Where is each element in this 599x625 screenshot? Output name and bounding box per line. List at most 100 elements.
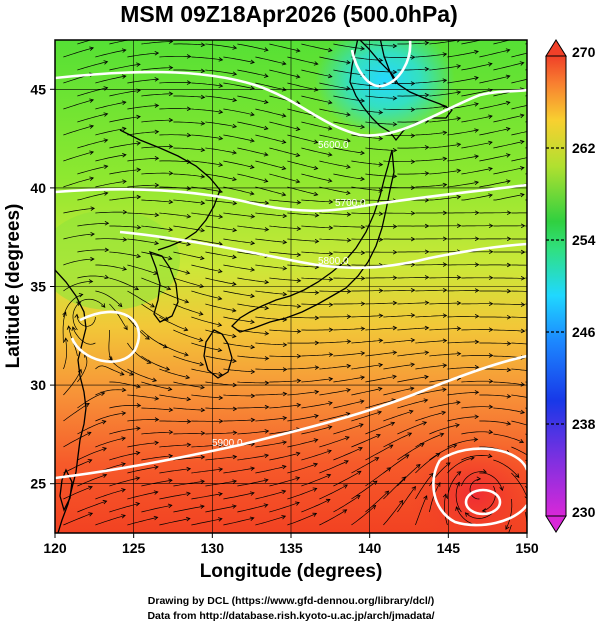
streamline-arrowhead (218, 467, 224, 472)
streamline (109, 196, 141, 201)
streamline-arrowhead (312, 487, 318, 492)
streamline-arrowhead (313, 191, 319, 197)
streamline-arrowhead (346, 112, 351, 117)
streamline-arrowhead (456, 300, 462, 306)
streamline-arrowhead (346, 314, 352, 319)
streamline-arrowhead (121, 436, 127, 441)
streamline (301, 499, 331, 513)
streamline (159, 160, 191, 163)
height-contour-5900 (55, 354, 527, 480)
streamline (511, 472, 527, 498)
streamline-arrowhead (218, 57, 224, 62)
plot-area: 5600.0 5700.0 5800.0 5900.0 (55, 35, 543, 533)
streamline-arrowhead (487, 62, 493, 67)
streamline (191, 134, 223, 140)
streamline-arrowhead (534, 459, 538, 463)
streamline-arrowhead (166, 286, 172, 291)
streamline-arrowhead (474, 236, 480, 241)
streamline (141, 329, 168, 348)
streamline-arrowhead (282, 391, 288, 397)
streamline-arrowhead (436, 482, 441, 487)
streamline-arrowhead (200, 68, 206, 74)
streamline-arrowhead (200, 174, 206, 179)
streamline-arrowhead (250, 319, 255, 324)
streamline (237, 95, 268, 103)
streamline (525, 459, 527, 462)
streamline-arrowhead (539, 237, 543, 241)
streamline-arrowhead (282, 367, 288, 372)
streamline (141, 277, 171, 290)
streamline (127, 342, 151, 364)
streamline-arrowhead (360, 98, 366, 103)
streamline (255, 238, 287, 243)
streamline-arrowhead (296, 329, 302, 334)
streamline-arrowhead (442, 156, 448, 162)
streamline (493, 433, 524, 443)
streamline-arrowhead (249, 164, 255, 169)
streamline-arrowhead (520, 35, 524, 39)
streamline (255, 441, 287, 448)
credit-drawing: Drawing by DCL (https://www.gfd-dennou.o… (148, 595, 434, 607)
streamline-arrowhead (346, 60, 351, 65)
streamline (301, 450, 332, 461)
streamline (493, 167, 524, 175)
streamline-arrowhead (136, 167, 142, 173)
x-tick-label: 135 (279, 540, 303, 556)
streamline-arrowhead (455, 423, 460, 428)
streamline-arrowhead (442, 236, 448, 242)
streamline-arrowhead (103, 60, 109, 65)
streamline (205, 121, 237, 128)
streamline-arrowhead (476, 476, 482, 482)
coastline-korea (148, 250, 179, 323)
streamline-arrowhead (63, 337, 69, 343)
streamline-arrowhead (232, 227, 238, 233)
streamline (63, 486, 93, 500)
streamline (287, 238, 319, 242)
streamline-arrowhead (153, 490, 159, 495)
streamline-arrowhead (136, 62, 141, 67)
streamline-arrowhead (168, 478, 173, 483)
streamline (461, 455, 492, 461)
streamline-arrowhead (232, 406, 238, 412)
streamline (77, 61, 108, 71)
streamline (127, 368, 157, 382)
streamline-arrowhead (474, 180, 480, 186)
streamline-arrowhead (442, 387, 447, 392)
streamline (429, 117, 461, 123)
streamline (461, 63, 492, 71)
streamline-arrowhead (424, 40, 430, 46)
streamline (63, 125, 94, 136)
streamline-arrowhead (378, 237, 384, 242)
streamline (493, 194, 525, 201)
streamline (333, 199, 365, 202)
streamline-arrowhead (217, 517, 223, 522)
streamline-arrowhead (313, 438, 319, 443)
streamline-arrowhead (282, 291, 288, 297)
streamline-arrowhead (424, 66, 430, 72)
streamline (287, 290, 319, 294)
streamline (237, 69, 268, 77)
streamline-arrowhead (410, 133, 416, 138)
streamline (333, 147, 365, 154)
streamline (415, 388, 447, 396)
streamline (525, 43, 527, 45)
streamline-arrowhead (424, 325, 430, 331)
streamline-arrowhead (162, 344, 168, 349)
streamline-arrowhead (442, 287, 448, 293)
streamline-arrowhead (90, 231, 95, 237)
streamline (365, 121, 397, 125)
streamline (205, 407, 237, 410)
streamline (429, 143, 461, 149)
streamline (397, 327, 429, 331)
streamline (365, 225, 397, 227)
streamline (415, 105, 447, 110)
streamline-arrowhead (264, 227, 270, 232)
streamline (319, 56, 351, 64)
streamline-arrowhead (355, 495, 361, 500)
streamline-arrowhead (392, 350, 398, 355)
streamline (237, 43, 268, 51)
streamline (77, 87, 108, 97)
streamline-arrowhead (424, 374, 429, 380)
streamline-arrowhead (218, 442, 224, 448)
streamline-arrowhead (456, 116, 462, 121)
